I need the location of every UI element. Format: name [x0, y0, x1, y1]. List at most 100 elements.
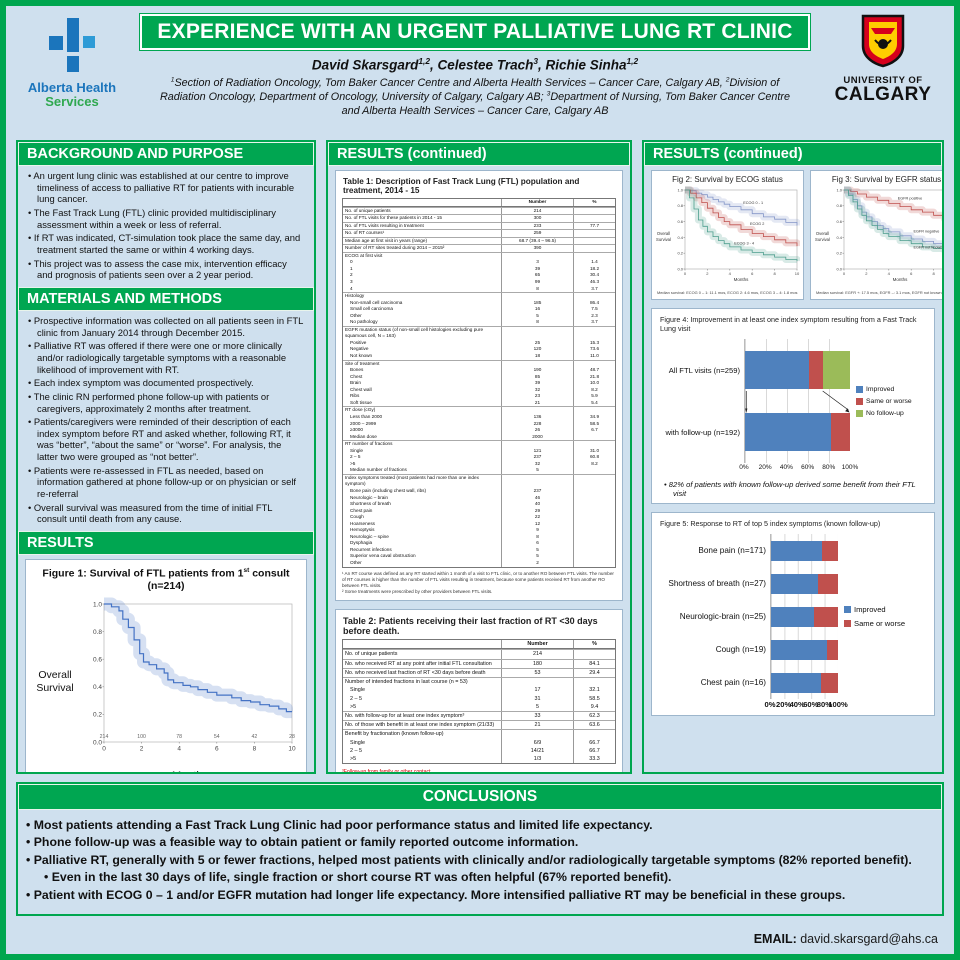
table-cell-number: [501, 474, 573, 488]
svg-text:2: 2: [140, 745, 144, 752]
table-row: EGFR mutation status (of non-small cell …: [343, 325, 615, 340]
table-cell-number: 6/9: [501, 738, 573, 747]
figure4-title: Figure 4: Improvement in at least one in…: [660, 315, 917, 333]
ahs-logo-text: Alberta Health Services: [16, 81, 128, 108]
table-cell-pct: [573, 293, 615, 300]
table-cell-pct: [573, 252, 615, 260]
bar-segment-same-or-worse: [821, 540, 838, 561]
conclusion-item: Palliative RT, generally with 5 or fewer…: [26, 852, 932, 869]
table-row: Bone pain (including chest wall, ribs) 23…: [343, 487, 615, 495]
author-name: , Richie Sinha: [538, 57, 627, 73]
table-cell-label: 2 – 5: [350, 454, 361, 460]
table-row: 2 – 5 237 60.8: [343, 454, 615, 461]
svg-text:0.0: 0.0: [93, 739, 102, 746]
svg-text:214: 214: [100, 734, 109, 740]
bullet-item: Patients/caregivers were reminded of the…: [28, 416, 304, 463]
table-row: No. who received RT at any point after i…: [343, 658, 615, 668]
stacked-bar: [771, 672, 838, 693]
bar-plot-area: [770, 534, 838, 699]
table-cell-number: 3: [501, 259, 573, 266]
km-svg: 1.00.80.60.40.20.00246810EGFR positiveEG…: [836, 186, 942, 282]
table-row: No pathology 8 3.7: [343, 319, 615, 326]
table-cell-label: ECOG at first visit: [345, 252, 383, 258]
bar-segment-no-follow-up: [822, 351, 850, 389]
svg-text:0.0: 0.0: [677, 266, 683, 271]
poster-title: EXPERIENCE WITH AN URGENT PALLIATIVE LUN…: [139, 13, 811, 51]
uofc-logo: UNIVERSITY OF CALGARY: [822, 12, 944, 104]
bar-category-label: with follow-up (n=192): [665, 427, 741, 437]
table-row: No. of RT courses¹ 259: [343, 229, 615, 237]
bar-x-axis: 0% 20% 40% 60% 80% 100%: [739, 463, 858, 474]
table-cell-number: 214: [501, 650, 573, 659]
svg-text:2: 2: [865, 271, 868, 276]
table-cell-label: Benefit by fractionation (known follow-u…: [345, 731, 444, 738]
table-cell-pct: [573, 441, 615, 448]
svg-text:4: 4: [177, 745, 181, 752]
table-cell-number: [501, 441, 573, 448]
table-cell-number: 5: [501, 312, 573, 320]
axis-tick-label: 0%: [764, 700, 776, 709]
conclusion-item: Phone follow-up was a feasible way to ob…: [26, 834, 932, 851]
table-cell-label: RT number of fractions: [345, 441, 393, 447]
table-cell-label: Median number of fractions: [350, 467, 407, 473]
table-cell-label: 2: [350, 272, 353, 278]
axis-tick-label: 80%: [816, 700, 832, 709]
table-cell-number: 22: [501, 514, 573, 521]
table-row: Small cell carcinoma 16 7.5: [343, 306, 615, 313]
svg-text:8: 8: [932, 271, 935, 276]
table-row: Negative 120 73.6: [343, 346, 615, 354]
table-cell-pct: 63.6: [573, 721, 615, 730]
author-sup: 1,2: [626, 56, 639, 66]
email-label: EMAIL:: [753, 932, 797, 946]
table-cell-pct: 7.5: [573, 306, 615, 313]
bar-category-label: Chest pain (n=16): [700, 678, 766, 687]
email-link[interactable]: david.skarsgard@ahs.ca: [800, 932, 938, 946]
stacked-bar: [771, 639, 838, 660]
bullet-item: Patients were re-assessed in FTL as need…: [28, 465, 304, 500]
table-cell-label: Single: [350, 739, 365, 746]
table-cell-pct: 1.4: [573, 259, 615, 266]
table-cell-pct: [573, 501, 615, 508]
table-cell-pct: [573, 237, 615, 245]
legend-swatch: [856, 409, 863, 417]
svg-text:EGFR negative: EGFR negative: [913, 230, 939, 234]
table-cell-pct: 11.0: [573, 353, 615, 360]
bar-segment-improved: [771, 606, 814, 627]
table-cell-number: 5: [501, 467, 573, 474]
svg-text:78: 78: [176, 734, 182, 740]
table1: Number% No. of unique patients 214 No. of F…: [342, 198, 616, 568]
table-cell-label: No. of unique patients: [345, 207, 391, 213]
table-row: Number of RT sites treated during 2014 –…: [343, 244, 615, 252]
table-cell-label: 2 – 5: [350, 695, 362, 702]
legend-item: Improved: [844, 605, 928, 614]
table-cell-label: Chest: [350, 373, 363, 379]
svg-text:4: 4: [729, 271, 732, 276]
section-methods-heading: MATERIALS AND METHODS: [18, 286, 314, 311]
svg-text:0.2: 0.2: [93, 711, 102, 718]
axis-tick-label: 60%: [803, 700, 819, 709]
legend-label: Improved: [866, 385, 895, 393]
section-background-heading: BACKGROUND AND PURPOSE: [18, 142, 314, 166]
svg-text:42: 42: [252, 734, 258, 740]
table-cell-pct: 84.1: [573, 659, 615, 668]
figure2-title: Fig 2: Survival by ECOG status: [672, 175, 783, 184]
stacked-bar: [745, 351, 850, 389]
column-right: RESULTS (continued) Fig 2: Survival by E…: [642, 140, 944, 774]
table-cell-label: No. who received last fraction of RT <30…: [345, 669, 486, 676]
figure3-body: Overall Survival 1.0 0.8 0.6 0.4 0.2 0.0 0 2 4 6 8…: [814, 186, 942, 287]
axis-tick-label: 60%: [801, 464, 815, 471]
table-row: ECOG at first visit: [343, 251, 615, 260]
main-columns: BACKGROUND AND PURPOSE An urgent lung cl…: [6, 134, 954, 774]
table-cell-pct: 60.8: [573, 454, 615, 461]
bar-plot-area: [744, 339, 850, 463]
table-cell-pct: 66.7: [573, 738, 615, 747]
legend-item: Improved: [856, 385, 928, 393]
table-cell-number: 180: [501, 659, 573, 668]
svg-text:10: 10: [795, 271, 800, 276]
table1-footnotes: ¹ An RT course was defined as any RT sta…: [342, 571, 616, 596]
legend-label: No follow-up: [866, 409, 904, 417]
table-cell-pct: 62.3: [573, 711, 615, 721]
ahs-logo-line2: Services: [45, 93, 99, 109]
table-cell-number: 233: [501, 222, 573, 230]
table-row: Soft tissue 21 5.4: [343, 399, 615, 407]
